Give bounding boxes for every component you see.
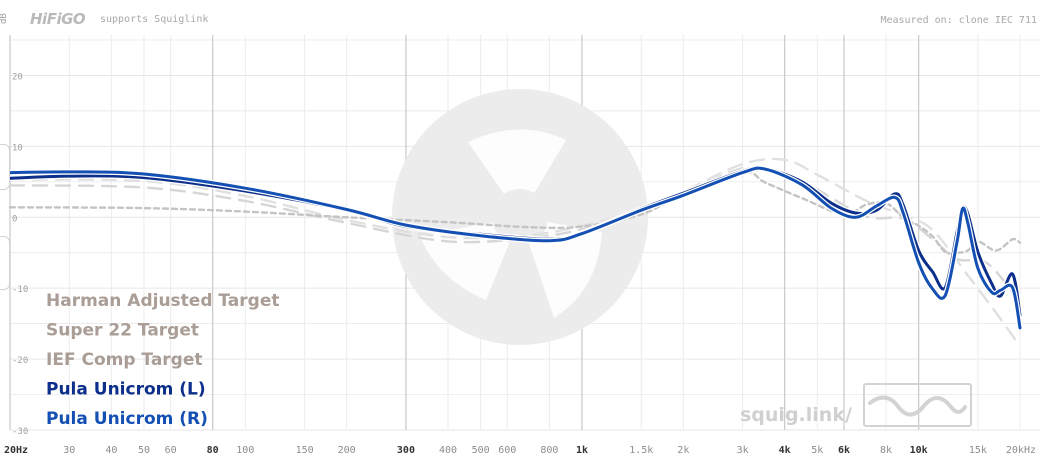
y-tick-label: 20: [12, 72, 23, 82]
legend[interactable]: Harman Adjusted Target Super 22 Target IEF…: [46, 291, 280, 429]
y-tick-label: -30: [12, 427, 28, 437]
x-tick-label: 15k: [969, 445, 987, 456]
y-tick-label: 0: [12, 214, 17, 224]
panel-toggle-button-upper[interactable]: [0, 144, 10, 190]
x-tick-label: 100: [236, 445, 254, 456]
x-tick-label: 800: [540, 445, 558, 456]
x-tick-label: 10k: [910, 445, 928, 456]
curve-ief-comp-target[interactable]: [8, 170, 1022, 255]
measured-on-text: Measured on: clone IEC 711: [880, 15, 1037, 26]
legend-item-harman-adjusted-target[interactable]: Harman Adjusted Target: [46, 291, 280, 311]
x-tick-label: 5k: [811, 445, 823, 456]
x-tick-label: 60: [165, 445, 177, 456]
legend-item-pula-unicrom-r[interactable]: Pula Unicrom (R): [46, 409, 208, 429]
panel-toggle-button-lower[interactable]: [0, 236, 10, 290]
fan-logo-icon: [392, 89, 648, 345]
x-tick-label: 200: [338, 445, 356, 456]
x-tick-label: 20Hz: [4, 445, 28, 456]
x-tick-label: 2k: [677, 445, 689, 456]
y-tick-label: 10: [12, 143, 23, 153]
supports-text: supports Squiglink: [100, 14, 209, 25]
x-tick-label: 8k: [880, 445, 892, 456]
axis-ticks: 20Hz 30 40 50 60 80 100 150 200 300 400 500 600 800 1k…: [4, 72, 1036, 456]
waveform-icon: [863, 383, 972, 427]
x-tick-label: 20kHz: [1006, 445, 1036, 456]
curve-layer: [8, 157, 1023, 348]
x-tick-label: 500: [472, 445, 490, 456]
x-tick-label: 300: [397, 445, 415, 456]
x-tick-label: 1k: [576, 445, 588, 456]
squiglink-wordmark: squig.link/: [740, 404, 852, 426]
curve-pula-unicrom-r[interactable]: [8, 166, 1022, 330]
x-tick-label: 6k: [838, 445, 850, 456]
x-tick-label: 50: [138, 445, 150, 456]
x-tick-label: 80: [207, 445, 219, 456]
brand-logo: HiFiGO: [30, 10, 86, 28]
y-tick-label: -20: [12, 356, 28, 366]
x-tick-label: 30: [63, 445, 75, 456]
x-tick-label: 600: [498, 445, 516, 456]
y-tick-label: -10: [12, 285, 28, 295]
legend-item-super-22-target[interactable]: Super 22 Target: [46, 321, 199, 341]
x-tick-label: 40: [105, 445, 117, 456]
x-tick-label: 4k: [779, 445, 791, 456]
x-tick-label: 1.5k: [629, 445, 653, 456]
legend-item-pula-unicrom-l[interactable]: Pula Unicrom (L): [46, 380, 206, 400]
x-tick-label: 3k: [737, 445, 749, 456]
y-axis-unit: dB: [0, 13, 9, 24]
legend-item-ief-comp-target[interactable]: IEF Comp Target: [46, 350, 203, 370]
x-tick-label: 400: [439, 445, 457, 456]
x-tick-label: 150: [296, 445, 314, 456]
